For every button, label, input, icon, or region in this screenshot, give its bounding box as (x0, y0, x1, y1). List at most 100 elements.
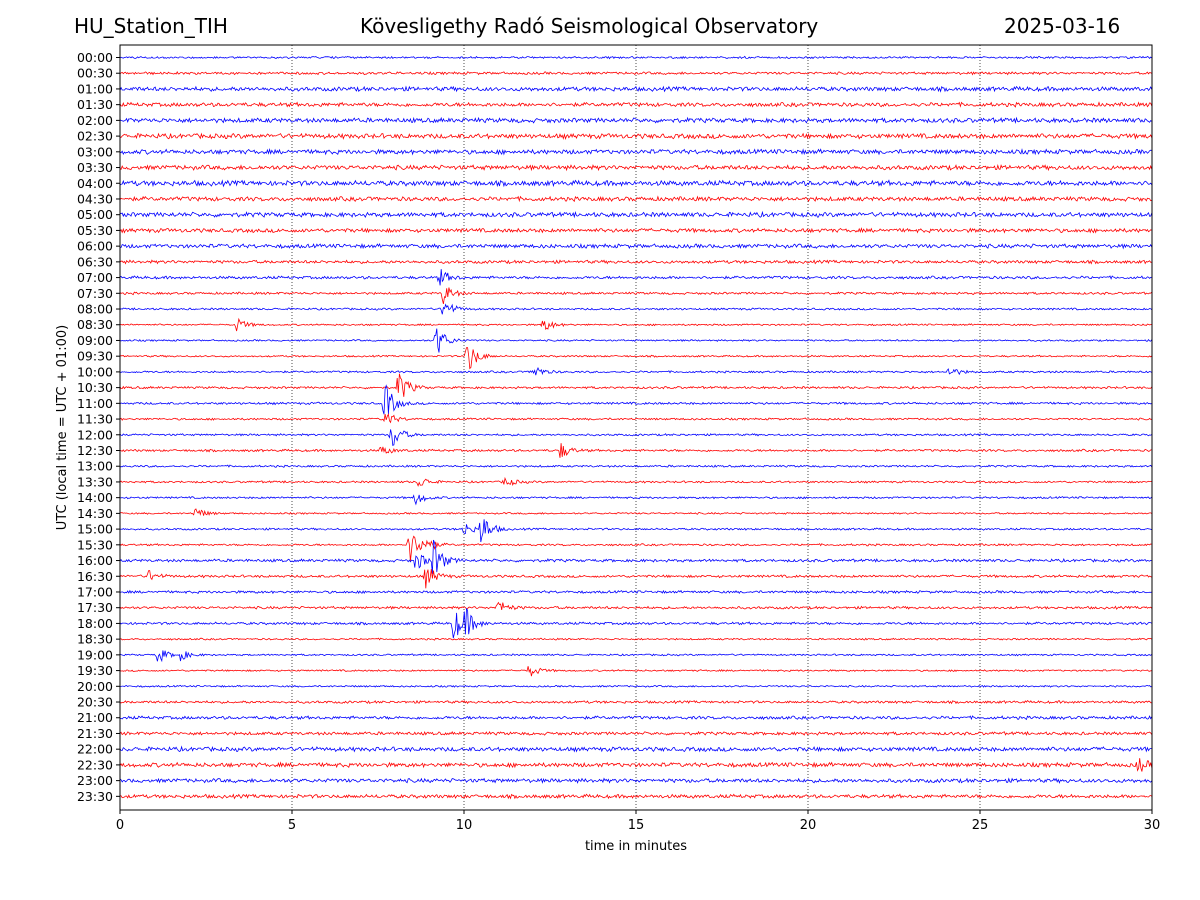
seismic-traces (119, 55, 1153, 800)
y-axis-ticks: 00:0000:3001:0001:3002:0002:3003:0003:30… (77, 50, 120, 804)
y-tick-label: 22:00 (77, 742, 113, 757)
trace-0230 (119, 132, 1153, 141)
trace-1230 (119, 443, 1152, 458)
trace-2100 (119, 714, 1153, 721)
y-tick-label: 03:30 (77, 160, 113, 175)
trace-1300 (119, 464, 1153, 468)
trace-0830 (119, 317, 1152, 332)
y-tick-label: 00:30 (77, 66, 113, 81)
trace-0330 (119, 163, 1153, 172)
y-tick-label: 12:00 (77, 427, 113, 442)
trace-0100 (119, 85, 1153, 93)
trace-0700 (119, 269, 1152, 286)
trace-1900 (119, 650, 1153, 663)
observatory-title: Kövesligethy Radó Seismological Observat… (360, 14, 819, 38)
y-tick-label: 17:00 (77, 584, 113, 599)
y-tick-label: 12:30 (77, 443, 113, 458)
trace-0000 (119, 55, 1153, 60)
y-tick-label: 04:00 (77, 176, 113, 191)
trace-0200 (119, 116, 1153, 125)
y-tick-label: 14:00 (77, 490, 113, 505)
trace-1530 (119, 535, 1152, 562)
grid-lines (291, 45, 981, 810)
trace-2030 (119, 699, 1152, 705)
y-tick-label: 14:30 (77, 506, 113, 521)
trace-0530 (119, 227, 1152, 234)
y-tick-label: 02:30 (77, 129, 113, 144)
y-tick-label: 05:00 (77, 207, 113, 222)
x-tick-label: 15 (628, 818, 645, 833)
y-tick-label: 09:30 (77, 349, 113, 364)
x-tick-label: 0 (116, 818, 124, 833)
y-tick-label: 23:00 (77, 773, 113, 788)
x-tick-label: 30 (1144, 818, 1161, 833)
trace-0900 (119, 328, 1153, 353)
trace-1630 (119, 569, 1152, 589)
trace-2200 (119, 745, 1152, 753)
x-tick-label: 5 (288, 818, 296, 833)
trace-1800 (119, 607, 1152, 639)
trace-0930 (119, 347, 1153, 370)
y-tick-label: 07:00 (77, 270, 113, 285)
trace-0130 (119, 101, 1153, 108)
y-tick-label: 19:00 (77, 647, 113, 662)
y-tick-label: 22:30 (77, 757, 113, 772)
y-tick-label: 21:30 (77, 726, 113, 741)
trace-0430 (119, 195, 1152, 203)
y-tick-label: 08:00 (77, 302, 113, 317)
y-tick-label: 15:00 (77, 522, 113, 537)
trace-1330 (119, 476, 1152, 487)
y-tick-label: 02:00 (77, 113, 113, 128)
trace-1700 (119, 589, 1152, 595)
trace-0630 (119, 259, 1152, 265)
y-tick-label: 06:00 (77, 239, 113, 254)
x-axis-ticks: 0 5 10 15 20 25 30 (116, 810, 1160, 833)
y-tick-label: 19:30 (77, 663, 113, 678)
y-tick-label: 03:00 (77, 144, 113, 159)
trace-1600 (119, 539, 1152, 574)
y-tick-label: 10:30 (77, 380, 113, 395)
y-tick-label: 16:30 (77, 569, 113, 584)
trace-2300 (119, 777, 1153, 784)
trace-0500 (119, 210, 1153, 219)
trace-1000 (119, 367, 1152, 376)
y-tick-label: 04:30 (77, 191, 113, 206)
y-tick-label: 23:30 (77, 789, 113, 804)
trace-0600 (119, 242, 1153, 250)
trace-1030 (119, 373, 1153, 397)
y-tick-label: 20:30 (77, 695, 113, 710)
trace-2000 (120, 684, 1152, 688)
trace-1930 (119, 666, 1152, 677)
y-tick-label: 13:00 (77, 459, 113, 474)
trace-1730 (119, 601, 1153, 611)
y-tick-label: 18:00 (77, 616, 113, 631)
x-tick-label: 20 (800, 818, 817, 833)
trace-0800 (119, 303, 1153, 315)
y-tick-label: 00:00 (77, 50, 113, 65)
trace-1130 (119, 413, 1152, 424)
y-tick-label: 09:00 (77, 333, 113, 348)
trace-1830 (119, 637, 1153, 641)
trace-0300 (119, 148, 1152, 156)
y-tick-label: 15:30 (77, 537, 113, 552)
trace-1430 (119, 508, 1152, 516)
trace-1500 (119, 519, 1152, 543)
y-tick-label: 08:30 (77, 317, 113, 332)
trace-1100 (119, 384, 1152, 415)
trace-2130 (119, 730, 1153, 736)
y-tick-label: 01:30 (77, 97, 113, 112)
x-axis-label: time in minutes (585, 839, 687, 854)
station-title: HU_Station_TIH (74, 14, 228, 38)
trace-2330 (119, 793, 1153, 800)
trace-0400 (119, 179, 1153, 188)
trace-1400 (119, 494, 1153, 506)
y-tick-label: 20:00 (77, 679, 113, 694)
y-tick-label: 17:30 (77, 600, 113, 615)
y-tick-label: 11:30 (77, 412, 113, 427)
x-tick-label: 25 (972, 818, 989, 833)
trace-0030 (119, 71, 1152, 76)
x-tick-label: 10 (456, 818, 473, 833)
y-tick-label: 13:30 (77, 474, 113, 489)
trace-0730 (119, 287, 1153, 304)
